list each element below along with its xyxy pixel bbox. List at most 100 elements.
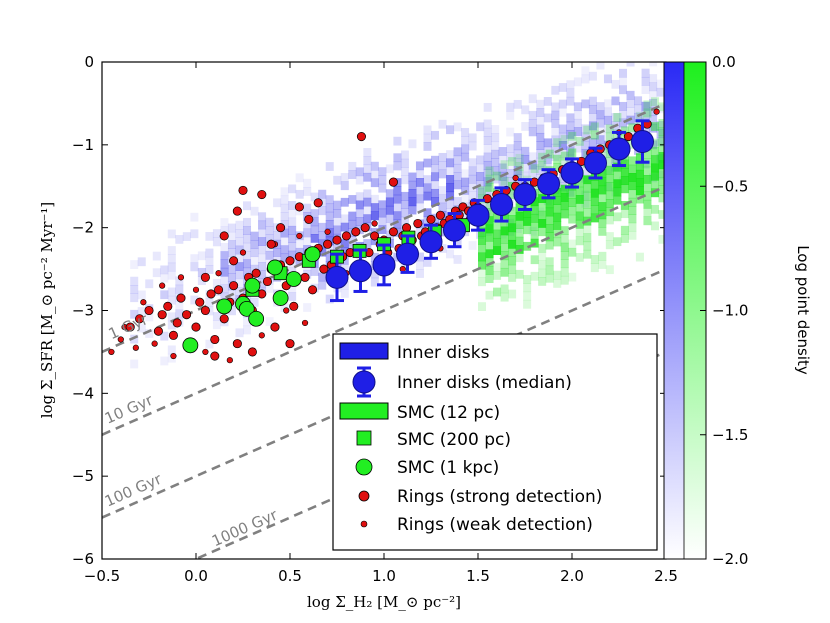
density-cell-inner-disks: [461, 136, 470, 146]
density-cell-inner-disks: [649, 98, 658, 108]
ring-strong-point: [289, 301, 299, 311]
density-cell-inner-disks: [280, 220, 289, 230]
density-cell-inner-disks: [461, 127, 470, 137]
density-cell-smc: [478, 302, 487, 311]
density-cell-inner-disks: [190, 295, 199, 305]
density-cell-inner-disks: [340, 181, 349, 191]
density-cell-inner-disks: [657, 46, 665, 55]
density-cell-inner-disks: [483, 127, 492, 137]
density-cell-smc: [598, 202, 607, 211]
density-cell-inner-disks: [265, 317, 274, 326]
density-cell-smc: [560, 184, 569, 194]
density-cell-inner-disks: [588, 104, 597, 114]
density-cell-smc: [485, 232, 494, 242]
legend-label-rings-weak: Rings (weak detection): [397, 515, 593, 535]
density-cell-smc: [628, 222, 637, 232]
colorbar-tick-label: −0.5: [712, 177, 748, 195]
density-cell-inner-disks: [348, 211, 357, 221]
density-cell-inner-disks: [212, 320, 221, 330]
density-cell-smc: [590, 180, 599, 190]
x-tick-label: 2.0: [560, 567, 584, 585]
density-cell-inner-disks: [521, 146, 530, 156]
density-cell-inner-disks: [370, 203, 379, 212]
density-cell-inner-disks: [438, 194, 447, 204]
density-cell-smc: [605, 132, 614, 142]
density-cell-inner-disks: [175, 234, 184, 244]
density-cell-smc: [523, 217, 532, 226]
density-cell-inner-disks: [288, 184, 297, 194]
density-cell-inner-disks: [227, 264, 236, 274]
density-cell-inner-disks: [182, 232, 191, 241]
density-cell-inner-disks: [656, 137, 665, 147]
density-cell-inner-disks: [258, 262, 267, 271]
density-cell-smc: [583, 125, 592, 135]
ring-strong-point: [270, 322, 280, 332]
density-cell-inner-disks: [295, 189, 304, 199]
density-cell-inner-disks: [415, 169, 424, 179]
density-cell-smc: [613, 162, 622, 172]
median-point: [419, 230, 443, 254]
density-cell-inner-disks: [265, 234, 274, 244]
density-cell-inner-disks: [468, 166, 477, 176]
density-cell-inner-disks: [400, 150, 409, 160]
density-cell-smc: [538, 202, 547, 212]
density-cell-inner-disks: [243, 226, 252, 236]
density-cell-inner-disks: [641, 159, 650, 169]
density-cell-smc: [508, 190, 517, 200]
ring-strong-point: [319, 264, 329, 274]
density-cell-inner-disks: [581, 140, 590, 150]
density-cell-inner-disks: [506, 144, 515, 153]
density-cell-inner-disks: [573, 110, 582, 120]
density-cell-inner-disks: [491, 133, 500, 143]
density-cell-inner-disks: [378, 175, 387, 185]
density-cell-inner-disks: [258, 228, 267, 238]
density-cell-inner-disks: [558, 149, 567, 159]
density-cell-smc: [583, 191, 592, 201]
density-cell-smc: [628, 214, 637, 224]
ring-strong-point: [402, 223, 412, 233]
density-cell-inner-disks: [310, 217, 319, 227]
density-cell-smc: [575, 203, 584, 213]
density-cell-smc: [605, 265, 614, 275]
ring-strong-point: [229, 281, 239, 291]
density-cell-inner-disks: [558, 83, 567, 92]
density-cell-inner-disks: [551, 110, 560, 120]
density-cell-smc: [538, 268, 547, 278]
axis-ticks: −0.5 0.0 0.5 1.0 1.5 2.0 2.5 −6 −5 −4 −3 −2 −1 0: [72, 53, 678, 585]
density-cell-smc: [485, 265, 494, 275]
density-cell-inner-disks: [227, 231, 236, 241]
ring-strong-point: [206, 289, 216, 299]
density-cell-smc: [620, 159, 629, 169]
density-cell-inner-disks: [280, 303, 289, 313]
ring-strong-point: [426, 214, 436, 224]
legend-marker-inner-disks-median: [352, 366, 376, 398]
density-cell-smc: [508, 215, 517, 224]
density-cell-inner-disks: [385, 222, 394, 232]
density-cell-inner-disks: [588, 71, 597, 81]
density-cell-inner-disks: [340, 214, 349, 224]
ring-strong-point: [210, 351, 220, 361]
density-cell-inner-disks: [423, 175, 432, 184]
density-cell-smc: [598, 251, 607, 261]
density-cell-smc: [478, 244, 487, 254]
density-cell-smc: [635, 178, 644, 187]
density-cell-smc: [493, 237, 502, 247]
density-cell-smc: [575, 236, 584, 246]
density-cell-inner-disks: [566, 138, 575, 148]
density-cell-inner-disks: [288, 292, 297, 301]
density-cell-inner-disks: [476, 188, 485, 198]
density-cell-smc: [628, 230, 637, 240]
density-cell-inner-disks: [325, 211, 334, 221]
density-cell-inner-disks: [536, 99, 545, 109]
density-cell-inner-disks: [415, 269, 424, 278]
density-cell-smc: [568, 247, 577, 257]
scatter-points: [108, 108, 660, 364]
ring-weak-point: [512, 174, 519, 182]
density-cell-smc: [560, 259, 569, 269]
density-cell-inner-disks: [431, 155, 440, 165]
density-cell-inner-disks: [400, 200, 409, 209]
density-cell-smc: [485, 207, 494, 217]
legend-marker-rings-strong: [358, 490, 370, 502]
density-cell-inner-disks: [250, 256, 259, 266]
density-cell-inner-disks: [235, 328, 244, 338]
